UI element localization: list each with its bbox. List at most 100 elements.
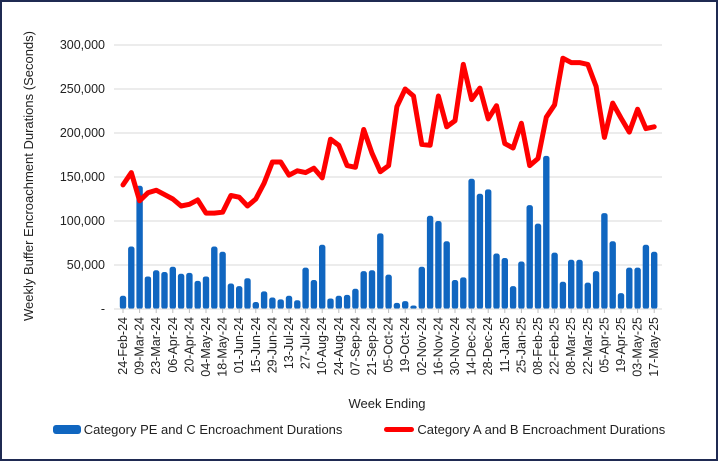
x-tick-label: 24-Feb-24 bbox=[116, 317, 130, 375]
x-tick-label: 17-May-25 bbox=[647, 317, 661, 377]
bar bbox=[161, 272, 168, 309]
legend-item-a-b[interactable]: Category A and B Encroachment Durations bbox=[384, 422, 665, 437]
x-tick-label: 04-May-24 bbox=[199, 317, 213, 377]
bar bbox=[642, 244, 650, 309]
x-tick-label: 24-Aug-24 bbox=[332, 317, 346, 375]
bar bbox=[302, 267, 309, 309]
line-series bbox=[120, 55, 657, 216]
line-a-b bbox=[120, 55, 657, 216]
x-tick-label: 19-Oct-24 bbox=[398, 317, 412, 373]
bar bbox=[153, 270, 160, 309]
bar bbox=[285, 295, 293, 309]
x-tick-label: 07-Sep-24 bbox=[348, 317, 362, 375]
bar bbox=[493, 253, 500, 309]
bar bbox=[443, 241, 450, 309]
x-tick-label: 06-Apr-24 bbox=[166, 317, 180, 373]
x-tick-label: 23-Mar-24 bbox=[149, 317, 163, 375]
bar bbox=[310, 279, 318, 309]
bar bbox=[136, 185, 143, 309]
x-tick-label: 05-Oct-24 bbox=[382, 317, 396, 373]
x-tick-label: 10-Aug-24 bbox=[315, 317, 329, 375]
bar bbox=[252, 301, 259, 309]
bar bbox=[393, 302, 401, 309]
bar bbox=[402, 301, 409, 309]
bar bbox=[543, 155, 550, 309]
x-tick-label: 03-May-25 bbox=[631, 317, 645, 377]
bar bbox=[119, 295, 127, 309]
x-axis: 24-Feb-24 09-Mar-24 23-Mar-24 06-Apr-24 20-A… bbox=[114, 308, 662, 377]
bar bbox=[260, 291, 268, 309]
bar bbox=[169, 266, 176, 309]
bar bbox=[319, 244, 326, 309]
legend-swatch-line bbox=[384, 427, 415, 432]
x-tick-label: 16-Nov-24 bbox=[431, 317, 445, 375]
y-axis-ticks: - 50,000 100,000 150,000 200,000 250,000 300,0… bbox=[60, 38, 105, 316]
x-tick-label: 21-Sep-24 bbox=[365, 317, 379, 375]
bar bbox=[327, 298, 334, 309]
x-tick-label: 28-Dec-24 bbox=[481, 317, 495, 375]
bar bbox=[269, 297, 276, 309]
x-axis-title: Week Ending bbox=[348, 396, 425, 411]
bar bbox=[352, 288, 359, 309]
bar bbox=[294, 300, 301, 309]
bar bbox=[568, 259, 575, 309]
legend: Category PE and C Encroachment Durations… bbox=[2, 422, 716, 437]
bar bbox=[576, 259, 583, 309]
bar bbox=[509, 286, 517, 309]
y-tick-label: 150,000 bbox=[60, 170, 105, 184]
bar bbox=[211, 246, 218, 309]
bar bbox=[651, 251, 658, 309]
x-tick-label: 08-Mar-25 bbox=[564, 317, 578, 375]
legend-swatch-bar bbox=[52, 425, 81, 434]
x-tick-label: 09-Mar-24 bbox=[133, 317, 147, 375]
y-tick-label: 100,000 bbox=[60, 214, 105, 228]
bar bbox=[609, 241, 616, 309]
y-tick-label: 50,000 bbox=[67, 258, 105, 272]
y-tick-label: 300,000 bbox=[60, 38, 105, 52]
x-tick-label: 22-Mar-25 bbox=[581, 317, 595, 375]
bar bbox=[244, 278, 251, 309]
bar bbox=[426, 215, 434, 309]
bar bbox=[194, 280, 201, 309]
bar bbox=[202, 276, 210, 309]
bar bbox=[335, 295, 342, 309]
bar bbox=[219, 251, 226, 309]
bar bbox=[144, 276, 152, 309]
x-tick-label: 01-Jun-24 bbox=[232, 317, 246, 373]
x-tick-label: 30-Nov-24 bbox=[448, 317, 462, 375]
bar bbox=[460, 277, 467, 309]
legend-item-pe-c[interactable]: Category PE and C Encroachment Durations bbox=[52, 422, 343, 437]
bar bbox=[601, 213, 608, 309]
bar bbox=[128, 246, 135, 309]
bar bbox=[277, 299, 284, 309]
x-tick-label: 18-May-24 bbox=[216, 317, 230, 377]
x-tick-label: 27-Jul-24 bbox=[299, 317, 313, 369]
x-tick-label: 05-Apr-25 bbox=[597, 317, 611, 373]
bar-series bbox=[119, 155, 658, 309]
bar bbox=[634, 267, 641, 309]
x-tick-label: 15-Jun-24 bbox=[249, 317, 263, 373]
bar bbox=[360, 271, 367, 309]
y-tick-label: 200,000 bbox=[60, 126, 105, 140]
bar bbox=[410, 305, 417, 309]
bar bbox=[626, 267, 633, 309]
bar bbox=[368, 270, 376, 309]
bar bbox=[236, 286, 243, 309]
bar bbox=[584, 282, 591, 309]
bar bbox=[551, 252, 558, 309]
x-tick-label: 25-Jan-25 bbox=[514, 317, 528, 373]
x-tick-label: 14-Dec-24 bbox=[465, 317, 479, 375]
bar bbox=[186, 272, 193, 309]
x-tick-label: 08-Feb-25 bbox=[531, 317, 545, 375]
legend-label-a-b: Category A and B Encroachment Durations bbox=[417, 422, 666, 437]
legend-label-pe-c: Category PE and C Encroachment Durations bbox=[83, 422, 343, 437]
bar bbox=[343, 294, 351, 309]
y-axis-title: Weekly Buffer Encroachment Durations (Se… bbox=[21, 31, 36, 321]
bar bbox=[617, 293, 625, 309]
bar bbox=[377, 233, 384, 309]
x-tick-label: 02-Nov-24 bbox=[415, 317, 429, 375]
bar bbox=[485, 189, 492, 309]
x-tick-label: 11-Jan-25 bbox=[498, 317, 512, 372]
bar bbox=[468, 178, 475, 309]
